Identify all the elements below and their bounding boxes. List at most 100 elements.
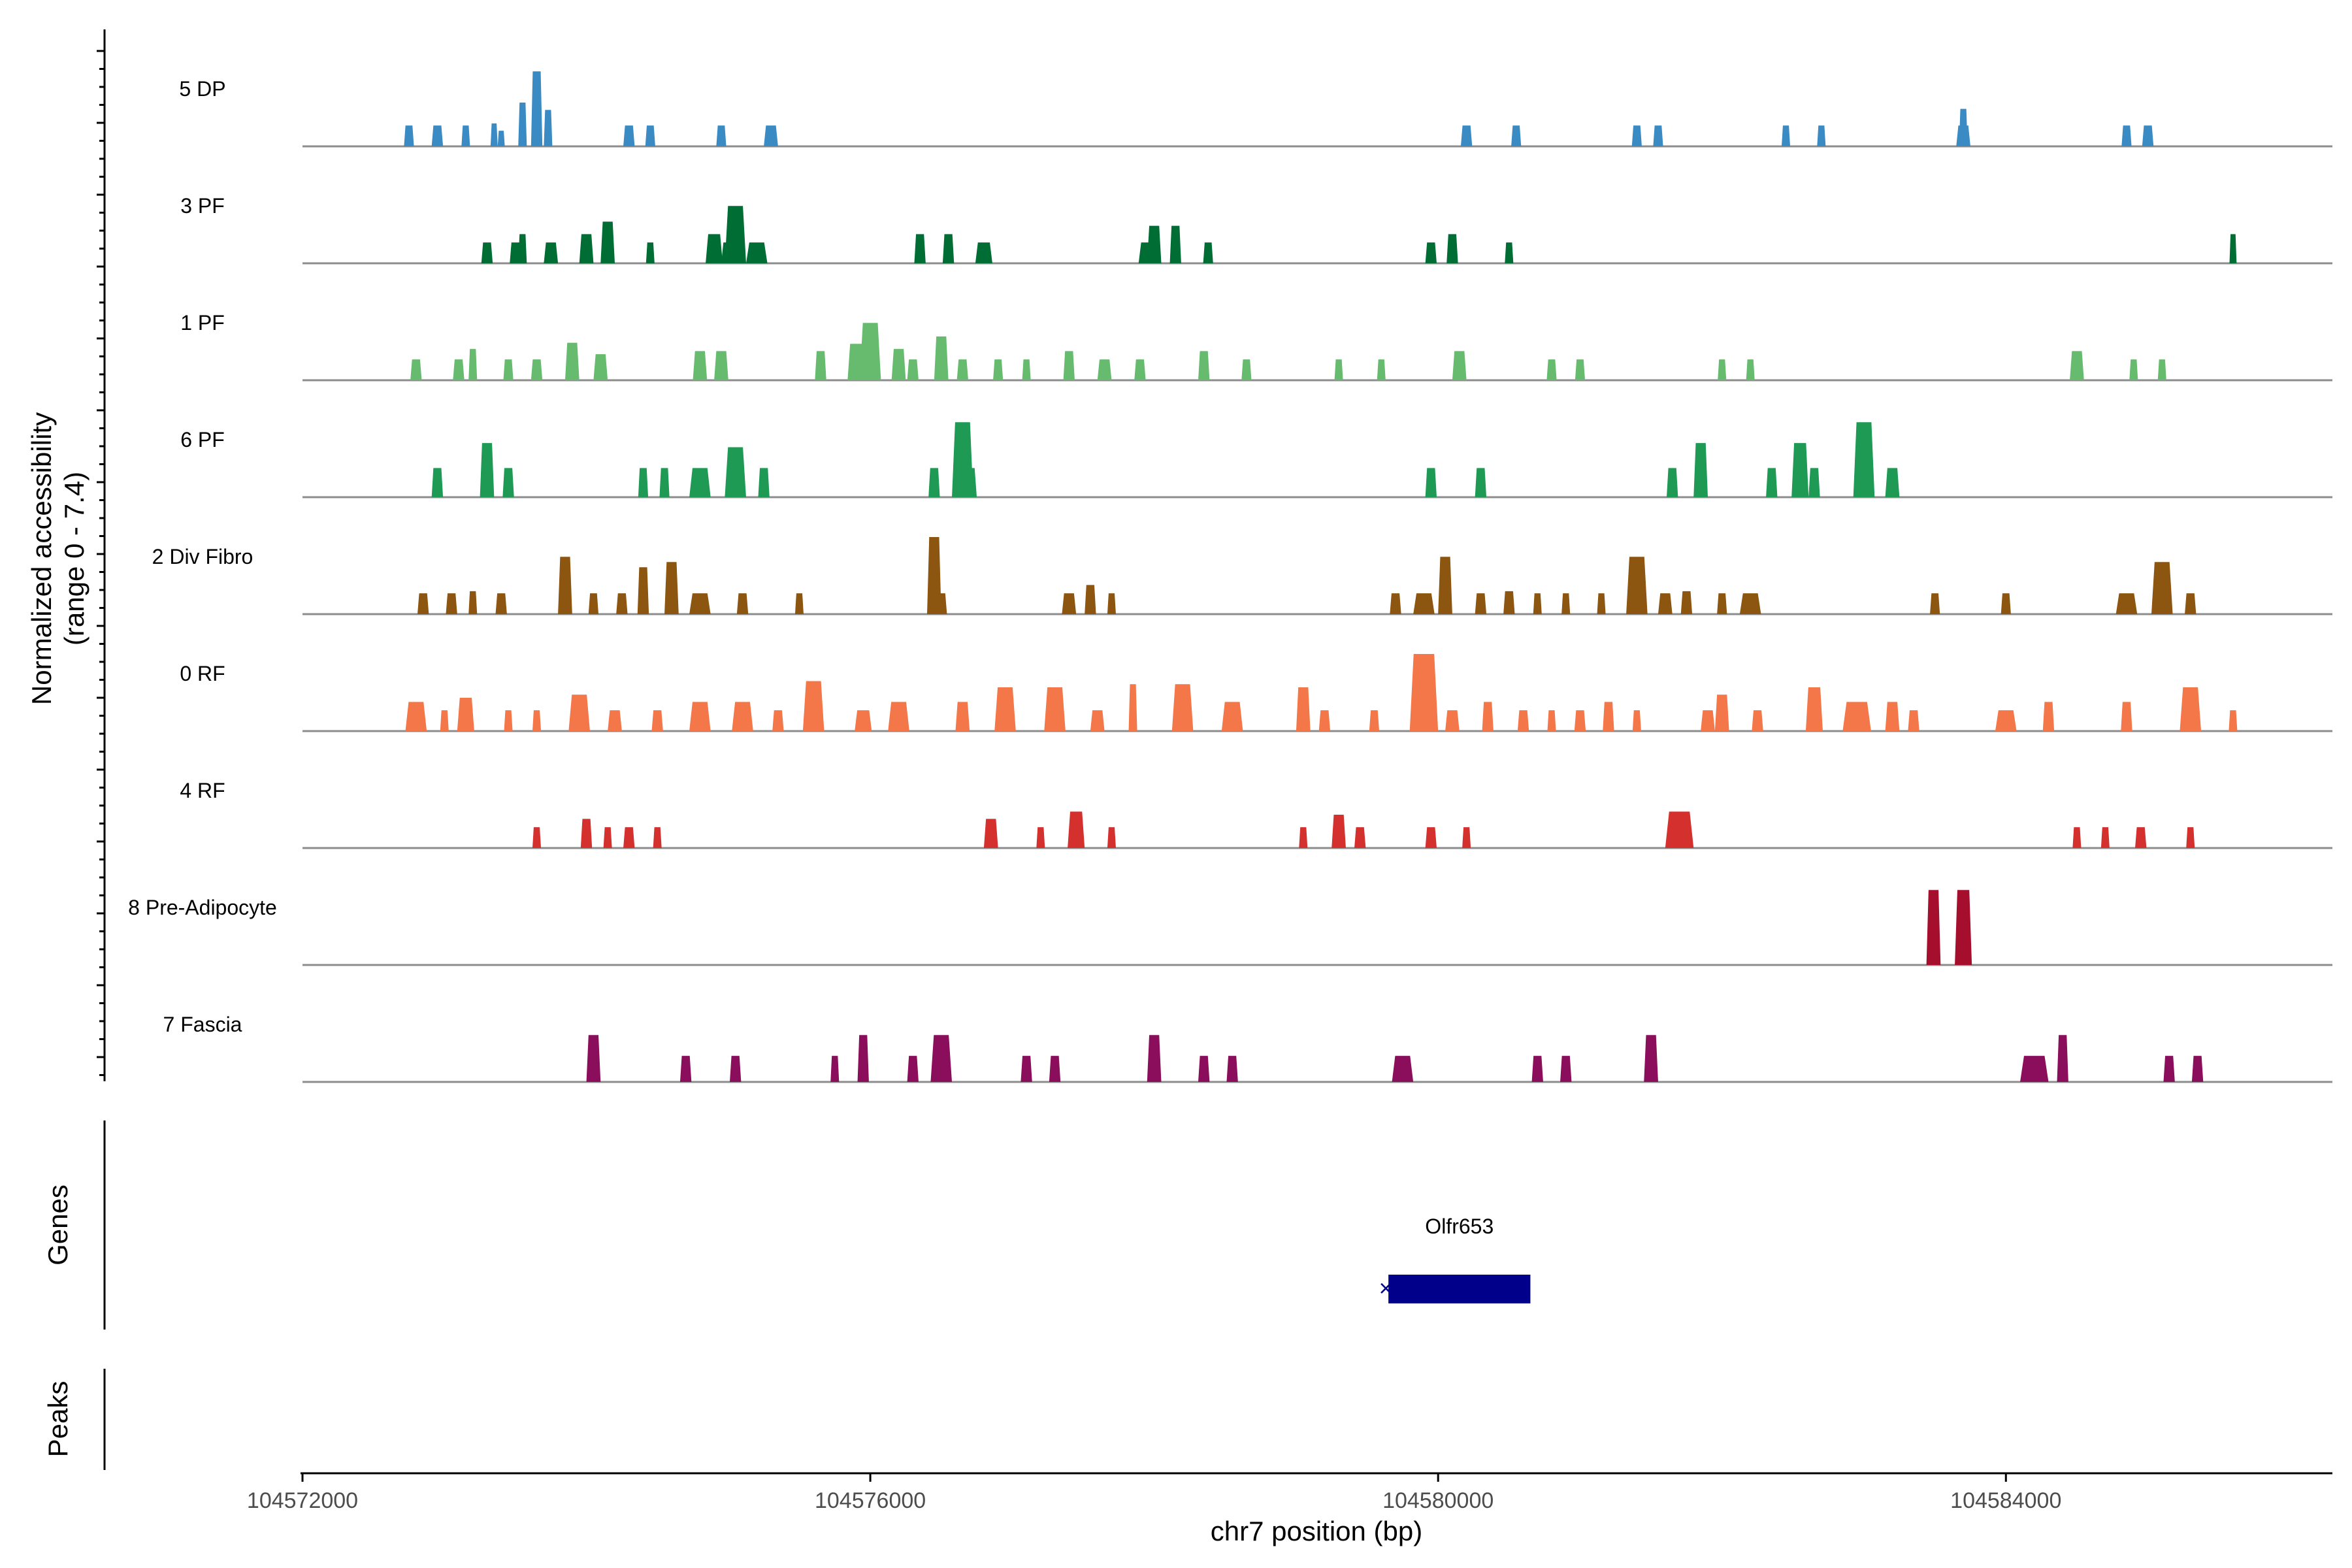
peaks-panel-label: Peaks xyxy=(42,1381,73,1458)
coverage-peak-1-pf-26 xyxy=(1546,359,1557,380)
coverage-peak-5-dp-6 xyxy=(518,103,527,146)
coverage-peak-7-fascia-14 xyxy=(1560,1056,1572,1082)
coverage-peak-1-pf-32 xyxy=(2157,359,2166,380)
coverage-peak-7-fascia-10 xyxy=(1198,1056,1210,1082)
coverage-peak-4-rf-17 xyxy=(2134,827,2147,848)
coverage-peak-6-pf-17 xyxy=(1808,468,1820,497)
coverage-peak-6-pf-11 xyxy=(1425,468,1437,497)
coverage-peak-0-rf-24 xyxy=(1409,654,1439,731)
coverage-peak-2-div-fibro-11 xyxy=(794,593,804,614)
coverage-peak-2-div-fibro-22 xyxy=(1533,593,1542,614)
coverage-peak-3-pf-11 xyxy=(914,234,926,263)
track-3-pf: 3 PF xyxy=(180,194,2332,265)
track-4-rf: 4 RF xyxy=(180,779,2332,849)
coverage-peak-0-rf-26 xyxy=(1482,702,1494,731)
coverage-peak-0-rf-29 xyxy=(1574,710,1586,731)
coverage-peak-5-dp-2 xyxy=(461,125,470,146)
coverage-peak-2-div-fibro-15 xyxy=(1085,585,1096,614)
coverage-peak-4-rf-14 xyxy=(1665,811,1694,848)
coverage-peak-6-pf-16 xyxy=(1791,443,1809,497)
coverage-peak-0-rf-23 xyxy=(1369,710,1380,731)
coverage-peak-2-div-fibro-0 xyxy=(417,593,429,614)
coverage-peak-7-fascia-8 xyxy=(1049,1056,1061,1082)
track-6-pf: 6 PF xyxy=(180,422,2332,498)
coverage-peak-4-rf-2 xyxy=(603,827,612,848)
coverage-peak-3-pf-16 xyxy=(1169,225,1181,263)
coverage-peak-0-rf-7 xyxy=(651,710,663,731)
coverage-peak-3-pf-15 xyxy=(1147,225,1162,263)
gene-body-olfr653 xyxy=(1388,1275,1531,1303)
coverage-peak-5-dp-1 xyxy=(431,125,444,146)
coverage-peak-0-rf-20 xyxy=(1221,702,1243,731)
coverage-peak-3-pf-13 xyxy=(975,242,992,263)
coverage-peak-6-pf-6 xyxy=(725,447,746,497)
coverage-peak-2-div-fibro-9 xyxy=(689,593,711,614)
coverage-peak-4-rf-6 xyxy=(1036,827,1045,848)
coverage-peak-0-rf-10 xyxy=(772,710,784,731)
coverage-peak-6-pf-4 xyxy=(659,468,670,497)
coverage-peak-7-fascia-15 xyxy=(1644,1035,1658,1082)
coverage-peak-1-pf-6 xyxy=(593,354,608,380)
coverage-peak-0-rf-17 xyxy=(1090,710,1105,731)
coverage-peak-0-rf-37 xyxy=(1885,702,1900,731)
coverage-peak-2-div-fibro-7 xyxy=(637,567,649,614)
coverage-peak-6-pf-2 xyxy=(502,468,514,497)
coverage-peak-5-dp-16 xyxy=(1781,125,1791,146)
coverage-peak-5-dp-5 xyxy=(531,71,543,146)
gene-label-olfr653: Olfr653 xyxy=(1425,1215,1494,1238)
coverage-peak-1-pf-14 xyxy=(934,336,949,380)
track-8-pre-adipocyte: 8 Pre-Adipocyte xyxy=(128,890,2332,966)
coverage-peak-1-pf-17 xyxy=(1022,359,1031,380)
coverage-peak-2-div-fibro-13 xyxy=(936,593,947,614)
coverage-peak-2-div-fibro-17 xyxy=(1390,593,1401,614)
coverage-peak-3-pf-21 xyxy=(2229,234,2237,263)
coverage-peak-3-pf-6 xyxy=(645,242,655,263)
coverage-peak-2-div-fibro-32 xyxy=(2115,593,2138,614)
track-7-fascia: 7 Fascia xyxy=(163,1013,2332,1083)
coverage-peak-1-pf-22 xyxy=(1241,359,1252,380)
coverage-peak-3-pf-5 xyxy=(600,221,615,263)
coverage-peak-5-dp-19 xyxy=(1956,125,1970,146)
coverage-peak-1-pf-20 xyxy=(1134,359,1146,380)
coverage-peak-2-div-fibro-3 xyxy=(495,593,507,614)
coverage-peak-1-pf-23 xyxy=(1334,359,1343,380)
coverage-peak-1-pf-0 xyxy=(410,359,422,380)
coverage-peak-7-fascia-13 xyxy=(1531,1056,1543,1082)
coverage-peak-0-rf-2 xyxy=(457,697,474,731)
coverage-peak-1-pf-16 xyxy=(993,359,1004,380)
coverage-peak-1-pf-9 xyxy=(815,351,826,380)
coverage-peak-4-rf-13 xyxy=(1462,827,1471,848)
coverage-peak-0-rf-34 xyxy=(1752,710,1763,731)
coverage-peak-0-rf-16 xyxy=(1044,687,1066,731)
coverage-peak-2-div-fibro-31 xyxy=(2001,593,2011,614)
coverage-peak-3-pf-7 xyxy=(706,234,723,263)
coverage-peak-0-rf-39 xyxy=(1995,710,2017,731)
coverage-peak-1-pf-15 xyxy=(956,359,969,380)
coverage-peak-0-rf-32 xyxy=(1701,710,1715,731)
coverage-peak-2-div-fibro-14 xyxy=(1062,593,1077,614)
coverage-peak-4-rf-12 xyxy=(1425,827,1437,848)
coverage-peak-0-rf-14 xyxy=(955,702,970,731)
coverage-peak-2-div-fibro-6 xyxy=(616,593,628,614)
coverage-peak-1-pf-24 xyxy=(1377,359,1386,380)
coverage-peak-7-fascia-9 xyxy=(1147,1035,1162,1082)
coverage-peak-4-rf-7 xyxy=(1068,811,1085,848)
track-label-6-pf: 6 PF xyxy=(180,428,225,451)
coverage-peak-4-rf-10 xyxy=(1331,814,1346,848)
coverage-peak-0-rf-25 xyxy=(1445,710,1460,731)
coverage-peak-4-rf-0 xyxy=(532,827,542,848)
coverage-peak-3-pf-3 xyxy=(544,242,559,263)
coverage-peak-3-pf-2 xyxy=(518,234,527,263)
coverage-peak-7-fascia-12 xyxy=(1392,1056,1414,1082)
coverage-peak-1-pf-11 xyxy=(859,323,881,380)
track-label-3-pf: 3 PF xyxy=(180,194,225,218)
coverage-peak-5-dp-13 xyxy=(1511,125,1522,146)
coverage-peak-7-fascia-19 xyxy=(2191,1056,2204,1082)
coverage-peak-2-div-fibro-20 xyxy=(1475,593,1487,614)
coverage-peak-0-rf-21 xyxy=(1296,687,1311,731)
coverage-peak-0-rf-12 xyxy=(855,710,872,731)
coverage-peak-6-pf-0 xyxy=(431,468,444,497)
coverage-peak-1-pf-4 xyxy=(531,359,543,380)
coverage-peak-7-fascia-18 xyxy=(2163,1056,2175,1082)
